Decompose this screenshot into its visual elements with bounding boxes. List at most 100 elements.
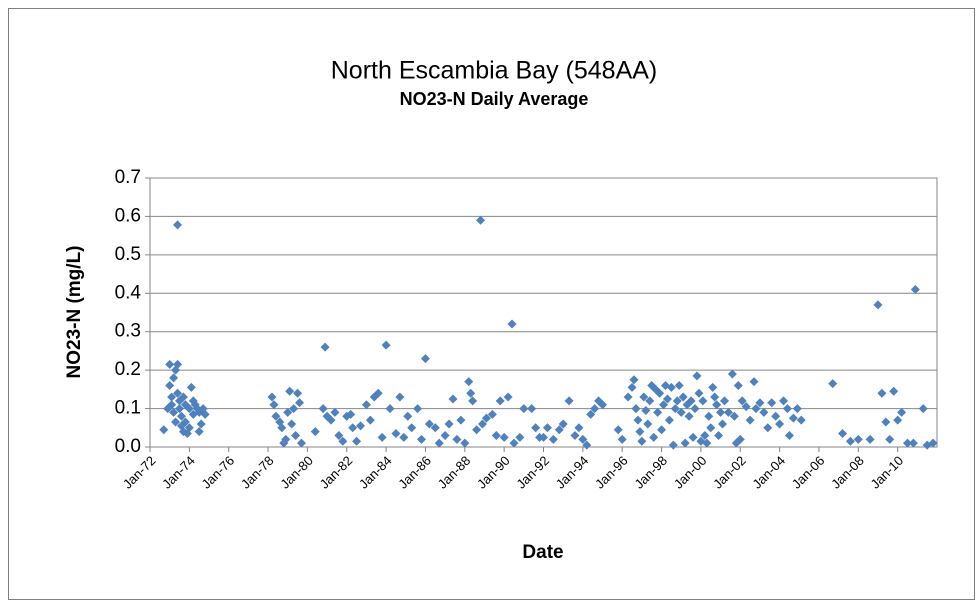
data-point [680, 438, 690, 448]
data-point [481, 413, 491, 423]
data-point [352, 436, 362, 446]
data-point [838, 429, 848, 439]
data-point [688, 432, 698, 442]
data-point [598, 400, 608, 410]
chart-title: North Escambia Bay (548AA) [331, 57, 658, 85]
data-point [877, 388, 887, 398]
data-point [873, 300, 883, 310]
data-point [637, 436, 647, 446]
data-point [478, 419, 488, 429]
data-point [287, 419, 297, 429]
data-point [173, 220, 183, 230]
data-point [184, 404, 194, 414]
data-point [779, 396, 789, 406]
data-point [700, 430, 710, 440]
data-point [674, 381, 684, 391]
data-point [759, 407, 769, 417]
data-point [706, 423, 716, 433]
data-point [828, 379, 838, 389]
data-point [684, 411, 694, 421]
data-point [417, 434, 427, 444]
data-point [716, 407, 726, 417]
data-point [710, 392, 720, 402]
data-point [633, 415, 643, 425]
data-point [755, 398, 765, 408]
data-point [283, 407, 293, 417]
data-point [694, 388, 704, 398]
data-point [173, 359, 183, 369]
data-point [629, 375, 639, 385]
data-point [186, 382, 196, 392]
y-tick-label: 0.6 [115, 205, 141, 226]
data-point [782, 404, 792, 414]
data-point [902, 438, 912, 448]
data-point [792, 404, 802, 414]
data-point [338, 436, 348, 446]
data-point [908, 438, 918, 448]
data-point [169, 373, 179, 383]
data-point [784, 430, 794, 440]
data-point [318, 404, 328, 414]
data-point [727, 369, 737, 379]
plot-area [149, 177, 938, 448]
data-point [472, 425, 482, 435]
data-point [718, 419, 728, 429]
data-point [751, 404, 761, 414]
data-point [735, 434, 745, 444]
data-point [403, 411, 413, 421]
data-point [741, 402, 751, 412]
data-point [495, 396, 505, 406]
data-point [373, 388, 383, 398]
data-point [180, 417, 190, 427]
data-point [686, 396, 696, 406]
data-point [310, 427, 320, 437]
data-point [159, 425, 169, 435]
data-point [531, 423, 541, 433]
data-point [440, 430, 450, 440]
data-point [698, 396, 708, 406]
data-point [582, 440, 592, 450]
data-point [434, 438, 444, 448]
data-point [293, 388, 303, 398]
data-point [745, 415, 755, 425]
data-point [788, 413, 798, 423]
data-point [692, 371, 702, 381]
data-point [643, 419, 653, 429]
data-point [655, 388, 665, 398]
data-point [666, 382, 676, 392]
data-point [289, 404, 299, 414]
data-point [564, 396, 574, 406]
data-point [430, 423, 440, 433]
y-tick-label: 0.3 [115, 321, 141, 342]
data-point [678, 392, 688, 402]
data-point [910, 284, 920, 294]
data-point [178, 392, 188, 402]
data-point [291, 430, 301, 440]
chart-subtitle: NO23-N Daily Average [400, 89, 589, 109]
data-point [487, 409, 497, 419]
data-point [881, 417, 891, 427]
data-point [334, 430, 344, 440]
data-point [175, 404, 185, 414]
data-point [468, 396, 478, 406]
data-point [558, 419, 568, 429]
data-point [653, 407, 663, 417]
data-point [662, 394, 672, 404]
data-point [893, 415, 903, 425]
data-point [570, 430, 580, 440]
data-point [296, 438, 306, 448]
data-point [676, 407, 686, 417]
data-point [590, 404, 600, 414]
data-point [165, 359, 175, 369]
data-point [554, 425, 564, 435]
data-point [539, 432, 548, 442]
data-point [269, 400, 279, 410]
y-tick-label: 0.0 [115, 436, 141, 457]
data-point [200, 409, 210, 419]
data-point [617, 434, 627, 444]
x-axis-label: Date [522, 542, 563, 563]
data-point [690, 404, 700, 414]
data-point [424, 419, 434, 429]
y-tick-label: 0.1 [115, 398, 141, 419]
